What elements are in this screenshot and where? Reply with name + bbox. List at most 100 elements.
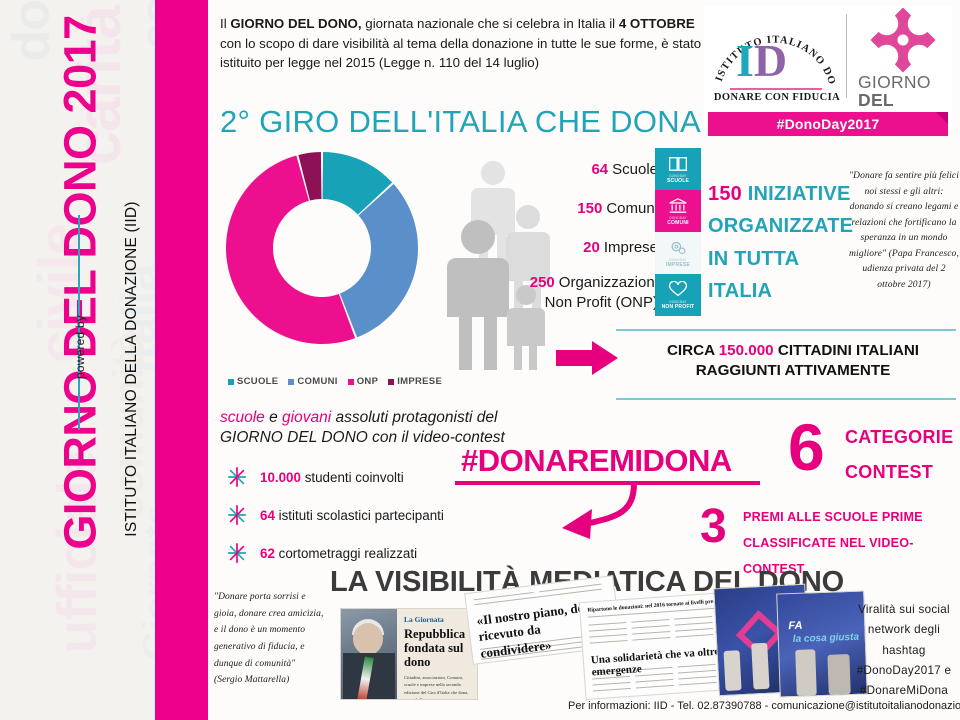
badge-top-label-imprese: DONODAY	[669, 257, 687, 262]
iid-letter-d: D	[753, 35, 788, 86]
bullet-text: 64 istituti scolastici partecipanti	[260, 508, 444, 523]
texture-word: solidale	[130, 0, 155, 49]
clipping-photo-mattarella	[341, 609, 397, 699]
gdd-line-1: GIORNO	[858, 72, 931, 92]
stat-label-onp-line1: Organizzazioni	[558, 273, 658, 291]
badge-imprese[interactable]: DONODAY IMPRESE	[655, 232, 701, 274]
stat-label-onp-line2: Non Profit (ONP)	[544, 294, 658, 311]
donaremidona-hashtag: #DONAREMIDONA	[461, 443, 732, 478]
cittadini-number: 150.000	[718, 342, 774, 359]
bullet-number: 10.000	[260, 469, 301, 485]
iniziative-word: INIZIATIVE	[741, 183, 851, 205]
stats-list: 64 Scuole 150 Comuni 20 Imprese 250 Organizz…	[508, 150, 658, 319]
organization-name: ISTITUTO ITALIANO DELLA DONAZIONE (IID)	[123, 201, 140, 537]
legend-label-imprese: IMPRESE	[397, 376, 443, 387]
intro-part-2: giornata nazionale che si celebra in Ita…	[361, 16, 619, 31]
iniziative-line-2: ORGANIZZATE	[708, 215, 854, 238]
badge-non-profit[interactable]: DONODAY NON PROFIT	[655, 274, 701, 316]
iid-logo: ISTITUTO ITALIANO DONAZIONE ID DONARE CO…	[708, 10, 842, 103]
donoday-hashtag-banner: #DonoDay2017	[708, 112, 948, 136]
giorno-del-dono-logo: GIORNO DEL DONO	[856, 7, 950, 128]
stat-number-onp: 250	[529, 273, 555, 291]
categorie-line-2: CONTEST	[845, 462, 934, 483]
magenta-accent-band	[155, 0, 208, 720]
legend-swatch-comuni	[288, 378, 295, 385]
legend-item-comuni: COMUNI	[288, 376, 337, 387]
main-content: Il GIORNO DEL DONO, giornata nazionale c…	[208, 0, 960, 720]
donut-slice-comuni	[339, 184, 418, 338]
iid-letters: ID	[736, 38, 787, 84]
bullet-text: 62 cortometraggi realizzati	[260, 546, 417, 561]
categorie-line-1: CATEGORIE	[845, 427, 954, 447]
scuole-line-2: GIORNO DEL DONO con il video-contest	[220, 429, 505, 447]
stat-label-scuole: Scuole	[612, 161, 658, 178]
donut-slice-imprese	[298, 152, 322, 201]
list-item: 62 cortometraggi realizzati	[226, 534, 516, 572]
clipping-headline: Repubblica fondata sul dono	[404, 627, 466, 669]
viralita-line-4: #DonoDay2017 e	[856, 663, 952, 677]
clipping-body: Cittadini, associazioni, Comuni, scuole …	[404, 675, 469, 700]
legend-item-imprese: IMPRESE	[388, 376, 442, 387]
premi-line-1: PREMI ALLE SCUOLE PRIME	[743, 510, 923, 524]
gdd-diamond-icon	[856, 7, 950, 74]
sidebar: dono carità solidale civile Italia comun…	[0, 0, 155, 720]
categorie-labels: CATEGORIE CONTEST	[845, 420, 960, 490]
scuole-mid: e	[264, 409, 283, 426]
cittadini-post: CITTADINI ITALIANI	[773, 342, 920, 359]
legend-swatch-scuole	[228, 378, 234, 385]
asterisk-star-icon	[227, 505, 247, 525]
tv-person-silhouette	[723, 650, 742, 691]
iniziative-line-3: IN TUTTA ITALIA	[708, 247, 799, 303]
legend-swatch-imprese	[388, 378, 395, 385]
stat-number-scuole: 64	[591, 161, 609, 178]
donoday-hashtag-label: #DonoDay2017	[776, 116, 880, 132]
diamond-flower-icon	[870, 7, 936, 73]
scuole-giovani-text: scuole e giovani assoluti protagonisti d…	[220, 408, 520, 449]
badge-top-label-non-profit: DONODAY	[669, 299, 687, 304]
badge-name-non-profit: NON PROFIT	[661, 303, 695, 310]
iniziative-block: 150 INIZIATIVE ORGANIZZATE IN TUTTA ITAL…	[708, 178, 858, 308]
curved-arrow-left-icon	[562, 482, 637, 539]
categorie-number: 6	[788, 410, 825, 484]
stat-row-onp: 250 Organizzazioni Non Profit (ONP)	[508, 267, 658, 319]
premi-number: 3	[700, 500, 727, 553]
viralita-line-2: network degli	[867, 623, 941, 637]
powered-by-label: powered by	[73, 314, 87, 380]
people-group-icon	[447, 161, 550, 378]
badge-top-label-comuni: DONODAY	[669, 215, 687, 220]
legend-label-onp: ONP	[356, 376, 379, 387]
intro-paragraph: Il GIORNO DEL DONO, giornata nazionale c…	[220, 14, 705, 73]
stat-label-imprese: Imprese	[603, 239, 658, 256]
viralita-line-1: Viralità sui social	[858, 603, 950, 616]
viralita-line-3: hashtag	[882, 643, 926, 657]
gears-icon	[671, 241, 686, 254]
iid-letter-i: I	[736, 35, 754, 86]
badge-comuni[interactable]: DONODAY COMUNI	[655, 190, 701, 232]
viralita-line-5: #DonareMiDona	[859, 684, 949, 698]
intro-part-1: Il	[220, 16, 231, 31]
bullet-number: 62	[260, 545, 275, 561]
legend-label-scuole: SCUOLE	[237, 376, 279, 387]
book-icon	[669, 156, 687, 171]
badge-name-comuni: COMUNI	[667, 219, 689, 226]
bullet-text: 10.000 studenti coinvolti	[260, 470, 404, 485]
badge-scuole[interactable]: DONODAY SCUOLE	[655, 148, 701, 190]
stat-label-comuni: Comuni	[606, 200, 658, 217]
stat-number-comuni: 150	[577, 200, 603, 217]
bullet-label: cortometraggi realizzati	[274, 545, 418, 561]
arrow-right-icon	[556, 341, 618, 375]
legend-item-onp: ONP	[347, 376, 379, 387]
iid-tagline: DONARE CON FIDUCIA	[713, 92, 841, 103]
giovani-word: giovani	[282, 409, 332, 426]
badge-top-label-scuole: DONODAY	[669, 173, 687, 178]
sidebar-divider	[78, 215, 80, 430]
bullet-list: 10.000 studenti coinvolti 64 istituti sc…	[226, 458, 516, 572]
cittadini-rule-bottom	[616, 398, 956, 400]
scuole-rest: assoluti protagonisti del	[331, 409, 498, 426]
badge-name-scuole: SCUOLE	[666, 177, 690, 184]
donut-chart-svg	[225, 152, 418, 344]
premi-line-2: CLASSIFICATE NEL VIDEO-CONTEST	[743, 535, 914, 576]
iid-arc-text-icon: ISTITUTO ITALIANO DONAZIONE	[708, 10, 836, 87]
intro-bold-date: 4 OTTOBRE	[618, 16, 695, 31]
